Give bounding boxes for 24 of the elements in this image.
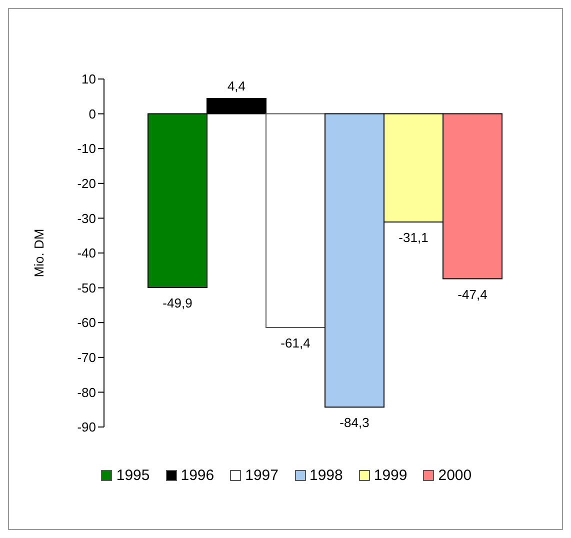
data-label: -84,3 <box>340 415 370 430</box>
y-tick-label: -60 <box>77 315 96 330</box>
legend-label: 2000 <box>438 467 472 484</box>
y-tick-label: -10 <box>77 141 96 156</box>
y-tick-label: -30 <box>77 210 96 226</box>
data-label: 4,4 <box>227 78 246 94</box>
y-tick-label: -40 <box>77 246 96 261</box>
data-label: -61,4 <box>280 335 310 350</box>
data-label: -49,9 <box>162 295 192 310</box>
y-tick-label: -70 <box>77 350 96 366</box>
y-tick-label: -90 <box>77 420 96 435</box>
y-tick-label: -20 <box>77 176 96 192</box>
y-tick-label: 0 <box>88 106 96 122</box>
y-axis-title: Mio. DM <box>32 228 47 278</box>
y-tick-label: -50 <box>77 280 96 296</box>
y-tick-label: -80 <box>77 384 96 400</box>
legend-label: 1995 <box>116 467 150 484</box>
legend-label: 1998 <box>310 467 343 484</box>
legend-label: 1999 <box>374 467 408 484</box>
legend-label: 1997 <box>245 467 278 484</box>
legend-label: 1996 <box>180 467 214 484</box>
data-label: -31,1 <box>398 230 428 246</box>
data-label: -47,4 <box>458 286 488 302</box>
y-tick-label: 10 <box>82 72 96 87</box>
